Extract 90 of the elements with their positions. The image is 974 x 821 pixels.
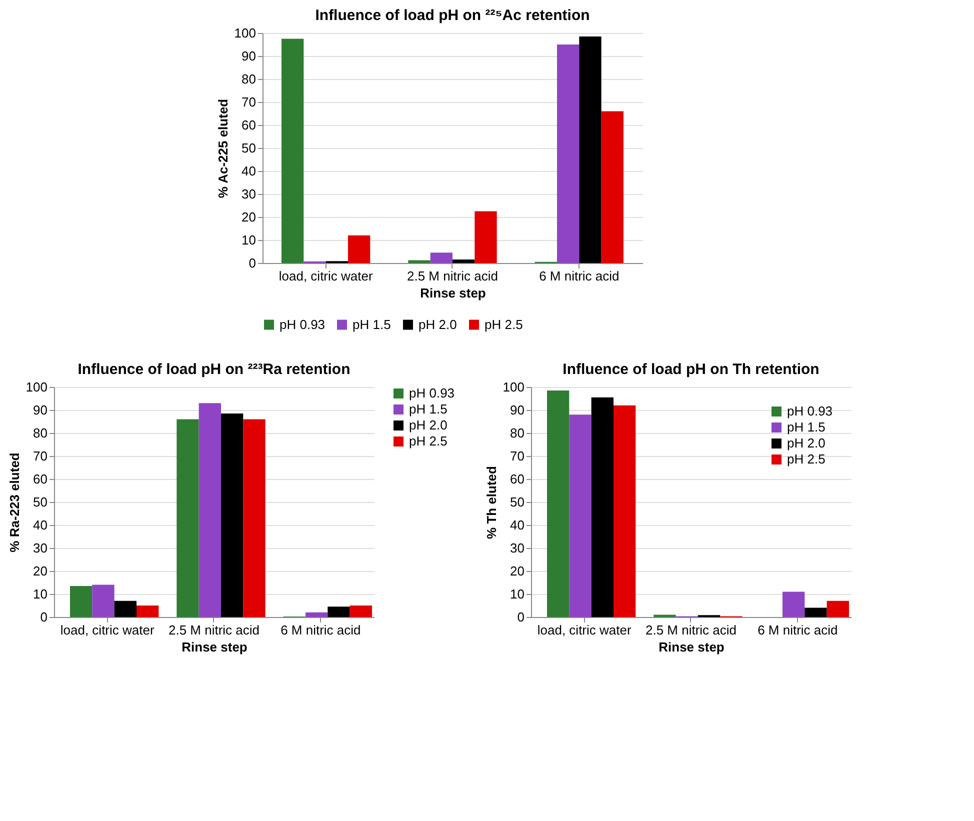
bar	[547, 390, 570, 617]
y-tick-label: 40	[242, 164, 256, 178]
legend-label: pH 2.0	[787, 436, 826, 450]
bar	[569, 414, 592, 617]
bar	[282, 38, 304, 263]
y-tick-label: 100	[26, 380, 48, 394]
bar	[430, 252, 452, 263]
y-tick-label: 100	[234, 26, 256, 40]
y-tick-label: 80	[510, 426, 524, 440]
legend-label: pH 1.5	[409, 402, 448, 416]
y-tick-label: 90	[33, 402, 48, 418]
x-axis-title: Rinse step	[658, 640, 724, 654]
y-tick-label: 70	[33, 448, 48, 464]
y-tick-label: 60	[33, 472, 48, 486]
bar	[198, 403, 221, 617]
x-tick-label: 6 M nitric acid	[539, 268, 620, 284]
bar	[782, 592, 805, 617]
bar	[176, 419, 199, 617]
y-tick-label: 40	[33, 518, 48, 532]
y-tick-label: 70	[242, 94, 256, 110]
y-tick-label: 90	[510, 402, 524, 418]
x-tick-label: 6 M nitric acid	[758, 622, 838, 638]
y-tick-label: 40	[510, 518, 524, 532]
bar	[826, 600, 849, 617]
y-axis-title: % Th eluted	[484, 466, 499, 539]
y-tick-label: 100	[502, 380, 524, 394]
y-tick-label: 20	[33, 564, 48, 578]
y-tick-label: 0	[517, 610, 524, 624]
bar	[591, 397, 614, 617]
chart-title: Influence of load pH on Th retention	[562, 361, 820, 378]
legend-label: pH 0.93	[787, 404, 833, 418]
bar	[601, 111, 624, 263]
bar	[306, 612, 328, 617]
bar	[408, 260, 430, 263]
bar	[114, 600, 136, 617]
legend-label: pH 2.5	[787, 452, 826, 466]
bar	[474, 211, 497, 263]
y-tick-label: 10	[242, 232, 256, 248]
bar	[804, 608, 827, 617]
legend-label: pH 2.0	[409, 418, 448, 432]
bar	[328, 606, 350, 617]
legend-label: pH 0.93	[280, 316, 326, 332]
y-tick-label: 80	[242, 72, 256, 86]
chart-title: Influence of load pH on ²²⁵Ac retention	[315, 7, 590, 24]
y-tick-label: 60	[510, 472, 524, 486]
legend-label: pH 0.93	[409, 386, 455, 400]
bar	[348, 235, 370, 263]
y-tick-label: 0	[248, 256, 256, 270]
bar	[557, 44, 580, 263]
bar	[452, 260, 475, 263]
y-tick-label: 0	[40, 610, 48, 624]
legend-label: pH 2.0	[418, 316, 457, 332]
x-tick-label: load, citric water	[537, 622, 632, 638]
bar	[243, 419, 266, 617]
x-axis-title: Rinse step	[182, 640, 248, 654]
legend-label: pH 2.5	[484, 316, 523, 332]
y-tick-label: 10	[33, 586, 48, 602]
y-tick-label: 10	[510, 586, 524, 602]
y-axis-title: % Ra-223 eluted	[6, 452, 22, 552]
y-tick-label: 60	[242, 118, 256, 132]
y-tick-label: 30	[33, 540, 48, 556]
bar	[70, 586, 92, 617]
legend-label: pH 1.5	[352, 316, 391, 332]
bar	[350, 606, 372, 617]
y-tick-label: 20	[510, 564, 524, 578]
x-tick-label: 2.5 M nitric acid	[406, 268, 498, 284]
y-tick-label: 50	[510, 494, 524, 510]
y-tick-label: 30	[242, 186, 256, 202]
x-axis-title: Rinse step	[420, 286, 486, 300]
y-tick-label: 90	[242, 48, 256, 64]
legend-label: pH 1.5	[787, 420, 826, 434]
y-axis-title: % Ac-225 eluted	[215, 98, 230, 198]
x-tick-label: 2.5 M nitric acid	[168, 622, 260, 638]
y-tick-label: 80	[33, 426, 48, 440]
y-tick-label: 30	[510, 540, 524, 556]
bar	[92, 584, 114, 617]
y-tick-label: 50	[33, 494, 48, 510]
chart-title: Influence of load pH on ²²³Ra retention	[78, 361, 350, 378]
y-tick-label: 20	[242, 210, 256, 224]
bar	[614, 405, 636, 617]
y-tick-label: 50	[242, 140, 256, 156]
y-tick-label: 70	[510, 448, 524, 464]
bar	[579, 36, 602, 263]
x-tick-label: 2.5 M nitric acid	[645, 622, 737, 638]
bar	[136, 606, 159, 617]
x-tick-label: 6 M nitric acid	[280, 622, 361, 638]
x-tick-label: load, citric water	[60, 622, 155, 638]
legend-label: pH 2.5	[409, 434, 448, 448]
x-tick-label: load, citric water	[278, 268, 374, 284]
bar	[221, 413, 244, 617]
